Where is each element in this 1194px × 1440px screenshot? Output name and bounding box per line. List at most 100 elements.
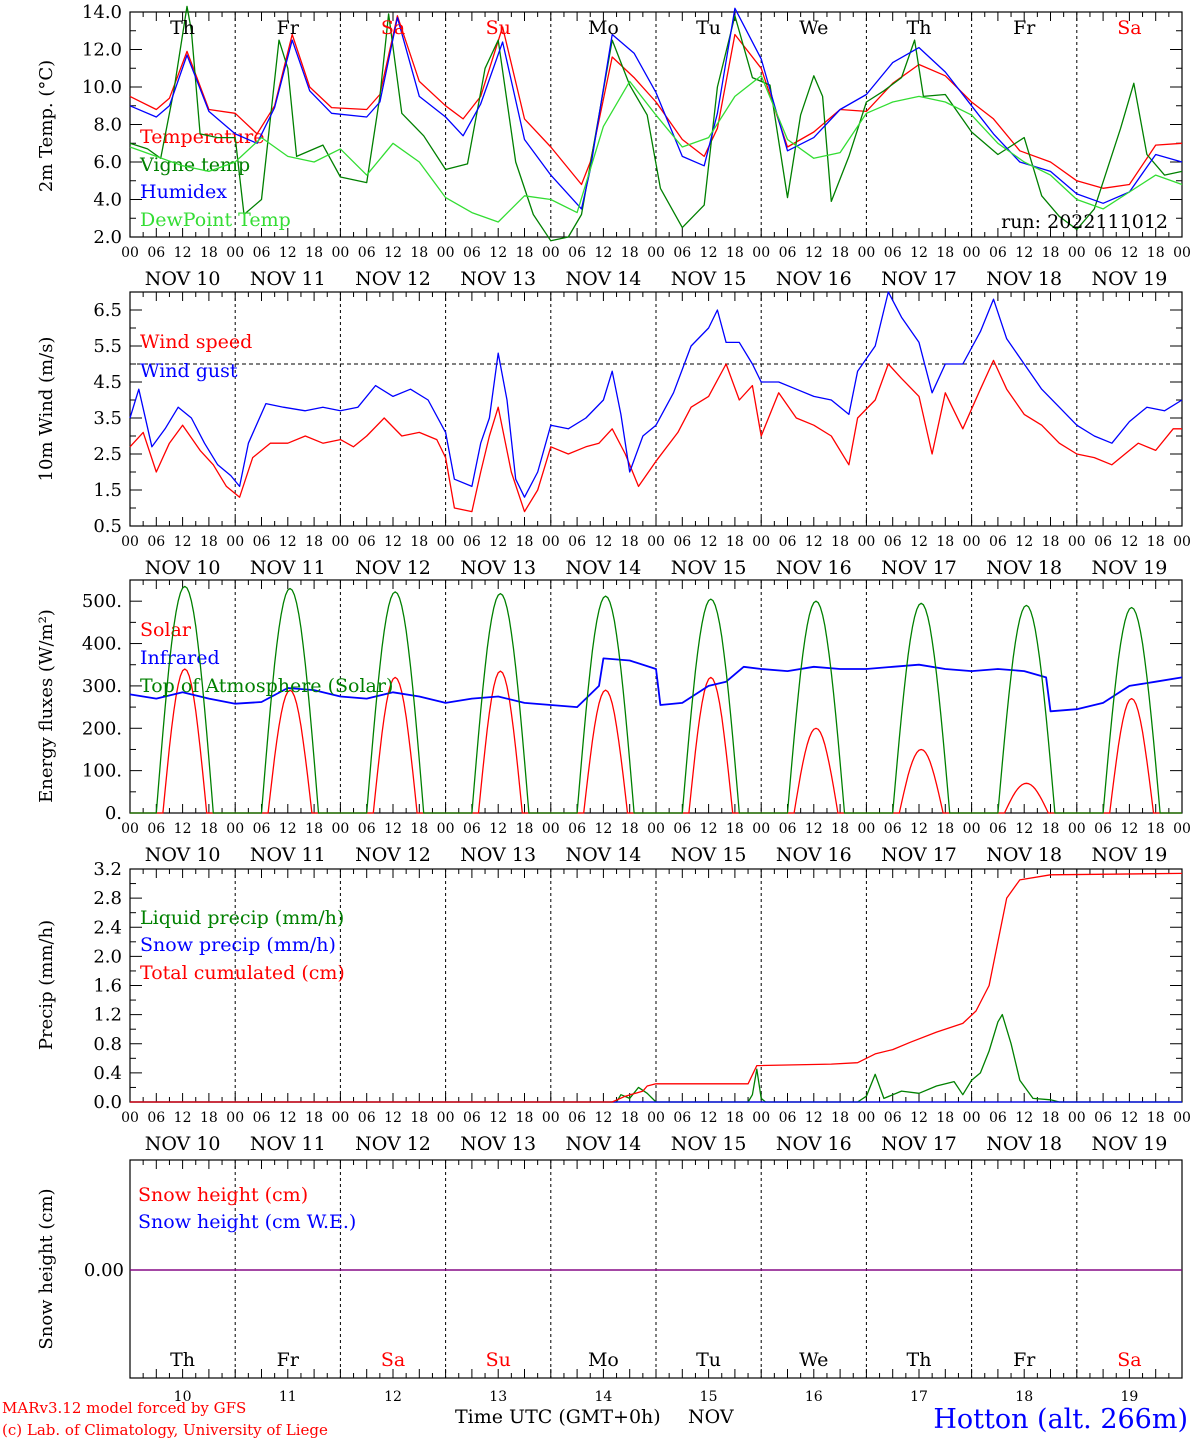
date-label: NOV 11 xyxy=(250,268,326,290)
date-label: NOV 10 xyxy=(145,844,221,866)
day-number: 17 xyxy=(910,1389,928,1405)
date-label: NOV 14 xyxy=(565,1133,641,1155)
hour-tick-label: 18 xyxy=(200,821,218,837)
date-label: NOV 15 xyxy=(671,268,747,290)
y-tick-label: 2.5 xyxy=(93,444,122,465)
legend-snow-0: Snow height (cm) xyxy=(138,1184,308,1206)
hour-tick-label: 18 xyxy=(726,821,744,837)
hour-tick-label: 18 xyxy=(516,534,534,550)
panel-precip: 3.2 2.8 2.4 2.0 1.6 1.2 0.8 0.4 0.0 Precip (mm/h)… xyxy=(36,859,1191,1155)
hour-tick-label: 06 xyxy=(779,1110,797,1126)
hour-tick-label: 00 xyxy=(963,1110,981,1126)
hour-tick-label: 00 xyxy=(542,821,560,837)
hour-tick-label: 00 xyxy=(542,534,560,550)
day-number: 16 xyxy=(805,1389,823,1405)
hour-tick-label: 00 xyxy=(1173,245,1191,261)
hour-tick-label: 18 xyxy=(831,1110,849,1126)
hour-tick-label: 00 xyxy=(647,821,665,837)
hour-tick-label: 18 xyxy=(621,1110,639,1126)
hour-tick-label: 06 xyxy=(673,245,691,261)
day-name-bottom: Su xyxy=(486,1349,511,1371)
hour-tick-label: 06 xyxy=(673,1110,691,1126)
hour-tick-label: 06 xyxy=(463,1110,481,1126)
panel-energy: 500. 400. 300. 200. 100. 0. Energy fluxes (W/m… xyxy=(36,579,1191,866)
hour-tick-label: 00 xyxy=(752,1110,770,1126)
hour-tick-label: 18 xyxy=(516,821,534,837)
hour-tick-label: 06 xyxy=(147,534,165,550)
legend-temp-3: DewPoint Temp xyxy=(140,209,291,231)
hour-tick-label: 12 xyxy=(1015,245,1033,261)
hour-tick-label: 18 xyxy=(410,821,428,837)
hour-tick-label: 12 xyxy=(805,245,823,261)
day-name-top: Mo xyxy=(588,17,619,39)
y-tick-label: 2.8 xyxy=(93,888,122,909)
hour-tick-label: 12 xyxy=(594,821,612,837)
hour-tick-label: 00 xyxy=(1068,821,1086,837)
day-name-bottom: Sa xyxy=(381,1349,405,1371)
legend-precip-2: Total cumulated (cm) xyxy=(140,962,345,984)
date-label: NOV 12 xyxy=(355,844,431,866)
legend-energy-0: Solar xyxy=(140,619,192,641)
date-label: NOV 16 xyxy=(776,1133,852,1155)
y-tick-label: 3.5 xyxy=(93,408,122,429)
hour-tick-label: 12 xyxy=(1015,1110,1033,1126)
hour-tick-label: 12 xyxy=(594,1110,612,1126)
day-name-top: Th xyxy=(907,17,932,39)
date-label: NOV 15 xyxy=(671,1133,747,1155)
date-label: NOV 10 xyxy=(145,1133,221,1155)
hour-tick-label: 12 xyxy=(805,1110,823,1126)
hour-tick-label: 18 xyxy=(936,1110,954,1126)
hour-tick-label: 00 xyxy=(542,245,560,261)
series-temp-1 xyxy=(129,5,1183,242)
legend-wind-0: Wind speed xyxy=(140,331,252,353)
hour-tick-label: 18 xyxy=(936,534,954,550)
hour-tick-label: 00 xyxy=(647,534,665,550)
hour-tick-label: 06 xyxy=(779,821,797,837)
hour-tick-label: 00 xyxy=(857,821,875,837)
y-tick-label: 4.5 xyxy=(93,372,122,393)
date-label: NOV 17 xyxy=(881,268,957,290)
y-tick-label: 5.5 xyxy=(93,336,122,357)
lab-credit: (c) Lab. of Climatology, University of L… xyxy=(2,1421,328,1439)
day-name-top: Sa xyxy=(381,17,405,39)
series-energy-1 xyxy=(129,657,1183,713)
hour-tick-label: 00 xyxy=(963,821,981,837)
legend-precip-1: Snow precip (mm/h) xyxy=(140,934,336,956)
hour-tick-label: 00 xyxy=(331,1110,349,1126)
hour-tick-label: 12 xyxy=(174,821,192,837)
y-tick-label: 0.0 xyxy=(93,1092,122,1113)
hour-tick-label: 06 xyxy=(253,821,271,837)
date-label: NOV 11 xyxy=(250,1133,326,1155)
hour-tick-label: 12 xyxy=(489,245,507,261)
panel-snow: 0.00 Snow height (cm) Snow height (cm) Snow… xyxy=(36,1159,1183,1379)
day-name-bottom: Fr xyxy=(277,1349,300,1371)
hour-tick-label: 06 xyxy=(1094,245,1112,261)
date-label: NOV 18 xyxy=(986,557,1062,579)
y-tick-label: 1.5 xyxy=(93,480,122,501)
y-tick-label: 0. xyxy=(105,803,122,824)
y-tick-label: 500. xyxy=(82,591,122,612)
hour-tick-label: 00 xyxy=(963,534,981,550)
y-tick-label: 4.0 xyxy=(93,190,122,211)
hour-tick-label: 00 xyxy=(226,534,244,550)
hour-tick-label: 12 xyxy=(910,534,928,550)
hour-tick-label: 12 xyxy=(384,1110,402,1126)
hour-tick-label: 12 xyxy=(174,534,192,550)
hour-tick-label: 18 xyxy=(1147,245,1165,261)
hour-tick-label: 00 xyxy=(121,245,139,261)
hour-tick-label: 06 xyxy=(568,245,586,261)
hour-tick-label: 06 xyxy=(779,245,797,261)
hour-tick-label: 06 xyxy=(989,534,1007,550)
hour-tick-label: 00 xyxy=(331,245,349,261)
hour-tick-label: 06 xyxy=(147,1110,165,1126)
date-label: NOV 15 xyxy=(671,844,747,866)
hour-tick-label: 06 xyxy=(884,821,902,837)
hour-tick-label: 06 xyxy=(358,245,376,261)
date-label: NOV 11 xyxy=(250,844,326,866)
hour-tick-label: 12 xyxy=(489,821,507,837)
hour-tick-label: 06 xyxy=(253,534,271,550)
hour-tick-label: 00 xyxy=(857,245,875,261)
hour-tick-label: 18 xyxy=(726,534,744,550)
hour-tick-label: 18 xyxy=(1042,821,1060,837)
date-label: NOV 13 xyxy=(460,557,536,579)
